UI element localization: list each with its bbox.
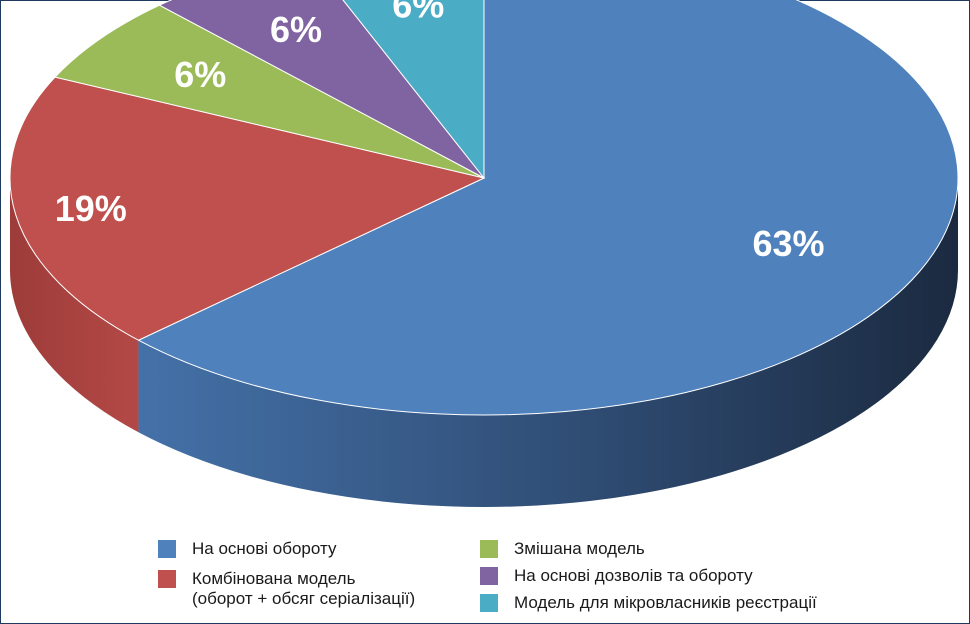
- data-label-mixed: 6%: [174, 54, 226, 95]
- pie-side-combined: [9, 178, 139, 433]
- pie-slice-turnover: [137, 0, 959, 416]
- data-label-combined: 19%: [55, 188, 127, 229]
- pie-side-walls: [9, 178, 959, 508]
- pie-slice-combined: [9, 76, 486, 341]
- pie-side-turnover: [138, 178, 959, 508]
- pie-slice-micro: [342, 0, 485, 180]
- data-label-turnover: 63%: [752, 223, 824, 264]
- pie-data-labels: 63% 19% 6% 6% 6%: [55, 0, 825, 264]
- data-label-micro: 6%: [392, 0, 444, 26]
- data-label-permits: 6%: [270, 9, 322, 50]
- pie-slice-mixed: [54, 4, 485, 179]
- pie-slice-permits: [158, 0, 485, 179]
- pie-top-faces: [9, 0, 959, 416]
